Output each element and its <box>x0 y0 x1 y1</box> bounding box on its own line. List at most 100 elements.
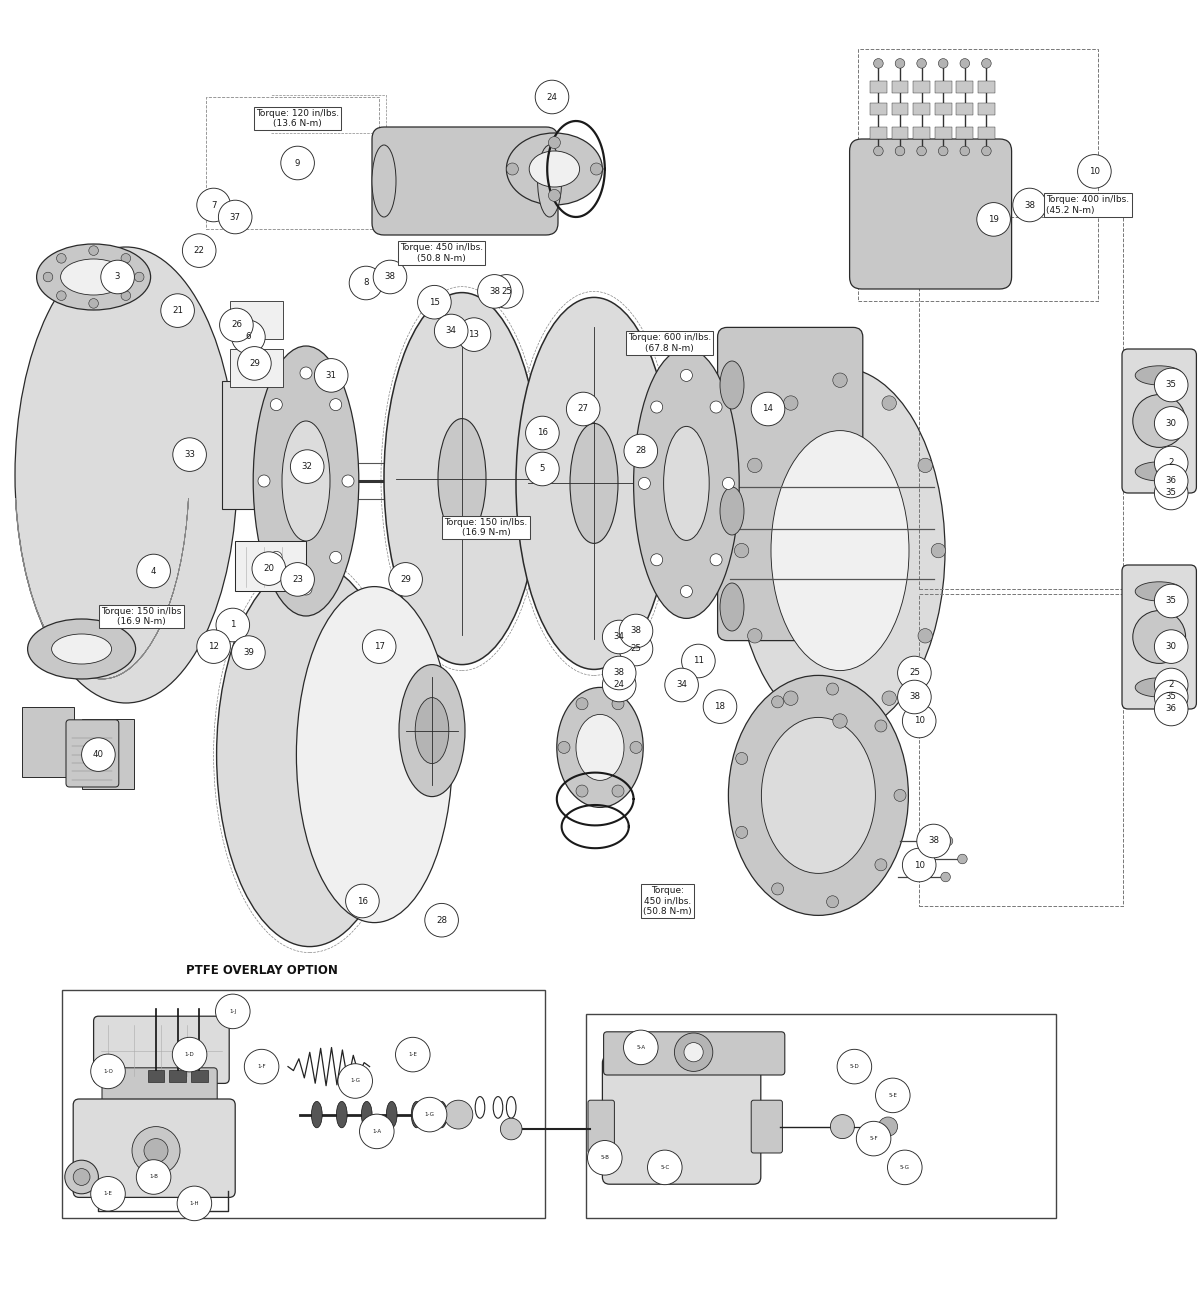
Ellipse shape <box>36 244 151 310</box>
Circle shape <box>1154 447 1188 480</box>
FancyBboxPatch shape <box>230 301 283 339</box>
Ellipse shape <box>1135 366 1183 386</box>
Circle shape <box>1154 630 1188 663</box>
Circle shape <box>245 1049 278 1084</box>
Text: 1-G: 1-G <box>350 1079 360 1084</box>
Circle shape <box>576 785 588 797</box>
Circle shape <box>857 1121 890 1157</box>
Text: 19: 19 <box>988 215 1000 223</box>
Text: 6: 6 <box>246 332 251 341</box>
Text: 1-A: 1-A <box>372 1129 382 1134</box>
Circle shape <box>220 308 253 341</box>
FancyBboxPatch shape <box>956 103 973 116</box>
Text: 38: 38 <box>908 693 920 701</box>
Circle shape <box>931 544 946 558</box>
Circle shape <box>703 689 737 723</box>
Circle shape <box>490 275 523 308</box>
Text: 1-J: 1-J <box>229 1009 236 1014</box>
Circle shape <box>566 392 600 426</box>
Ellipse shape <box>372 145 396 217</box>
Circle shape <box>144 1138 168 1163</box>
Circle shape <box>182 234 216 267</box>
FancyBboxPatch shape <box>22 706 74 778</box>
Text: 5-B: 5-B <box>600 1155 610 1160</box>
Text: 11: 11 <box>692 657 704 666</box>
Ellipse shape <box>1135 678 1183 697</box>
Circle shape <box>506 164 518 175</box>
Text: 2: 2 <box>1169 680 1174 689</box>
Ellipse shape <box>438 418 486 539</box>
Text: 30: 30 <box>1165 419 1177 428</box>
Ellipse shape <box>720 361 744 409</box>
FancyBboxPatch shape <box>148 1070 164 1083</box>
Circle shape <box>917 147 926 156</box>
Circle shape <box>895 147 905 156</box>
Circle shape <box>736 753 748 765</box>
Circle shape <box>91 1054 125 1089</box>
Circle shape <box>898 657 931 689</box>
Text: 5-A: 5-A <box>636 1045 646 1050</box>
Text: 17: 17 <box>373 643 385 652</box>
Circle shape <box>300 583 312 594</box>
Circle shape <box>1154 584 1188 618</box>
FancyBboxPatch shape <box>850 139 1012 289</box>
Ellipse shape <box>576 714 624 780</box>
FancyBboxPatch shape <box>935 82 952 93</box>
Text: 21: 21 <box>172 306 184 315</box>
Ellipse shape <box>217 562 403 946</box>
Circle shape <box>73 1168 90 1185</box>
Circle shape <box>958 854 967 863</box>
Circle shape <box>938 147 948 156</box>
Circle shape <box>444 1101 473 1129</box>
Text: 5-G: 5-G <box>900 1164 910 1169</box>
Ellipse shape <box>52 633 112 665</box>
Circle shape <box>362 630 396 663</box>
Circle shape <box>918 458 932 472</box>
Text: 4: 4 <box>151 566 156 575</box>
Text: 9: 9 <box>295 158 300 167</box>
Text: 1-D: 1-D <box>185 1053 194 1057</box>
FancyBboxPatch shape <box>372 127 558 235</box>
Text: PTFE OVERLAY OPTION: PTFE OVERLAY OPTION <box>186 964 337 977</box>
Ellipse shape <box>529 151 580 187</box>
Circle shape <box>612 698 624 710</box>
Text: 25: 25 <box>500 287 512 296</box>
Text: 7: 7 <box>211 200 216 209</box>
Text: 5: 5 <box>540 465 545 474</box>
Ellipse shape <box>538 145 562 217</box>
Circle shape <box>902 848 936 881</box>
Circle shape <box>197 630 230 663</box>
Circle shape <box>548 136 560 148</box>
FancyBboxPatch shape <box>718 327 863 641</box>
Ellipse shape <box>336 1102 347 1128</box>
Text: Torque:
450 in/lbs.
(50.8 N-m): Torque: 450 in/lbs. (50.8 N-m) <box>643 887 691 916</box>
Circle shape <box>457 318 491 352</box>
Text: 33: 33 <box>184 450 196 459</box>
Circle shape <box>960 147 970 156</box>
Circle shape <box>526 452 559 485</box>
FancyBboxPatch shape <box>588 1101 614 1153</box>
FancyBboxPatch shape <box>892 82 908 93</box>
FancyBboxPatch shape <box>956 127 973 139</box>
Circle shape <box>619 632 653 666</box>
FancyBboxPatch shape <box>870 103 887 116</box>
Text: 1-H: 1-H <box>190 1201 199 1206</box>
Circle shape <box>878 1118 898 1136</box>
Circle shape <box>121 291 131 300</box>
Ellipse shape <box>506 132 602 205</box>
Circle shape <box>674 1033 713 1071</box>
FancyBboxPatch shape <box>82 719 134 789</box>
Ellipse shape <box>734 367 946 733</box>
Text: 14: 14 <box>762 405 774 414</box>
Circle shape <box>82 737 115 771</box>
Circle shape <box>682 644 715 678</box>
Ellipse shape <box>664 427 709 540</box>
Circle shape <box>680 585 692 597</box>
Circle shape <box>882 691 896 705</box>
Circle shape <box>1154 476 1188 510</box>
Text: Torque: 120 in/lbs.
(13.6 N-m): Torque: 120 in/lbs. (13.6 N-m) <box>256 109 340 129</box>
Text: 24: 24 <box>613 680 625 689</box>
Ellipse shape <box>720 487 744 535</box>
FancyBboxPatch shape <box>913 127 930 139</box>
Circle shape <box>389 562 422 596</box>
